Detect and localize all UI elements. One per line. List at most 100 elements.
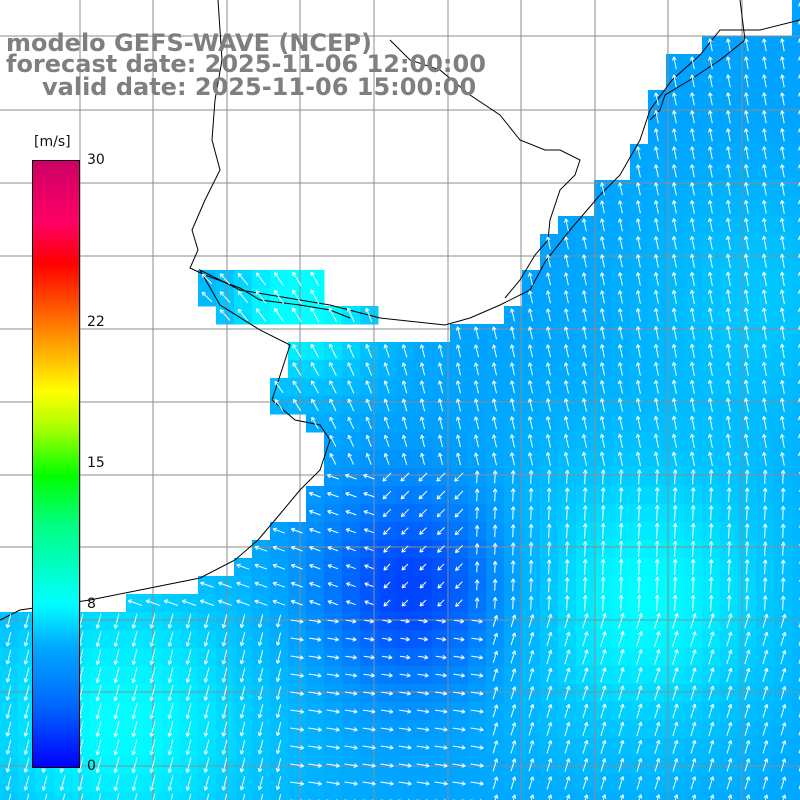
wind-arrow-595 bbox=[600, 558, 606, 575]
wind-arrow-680 bbox=[23, 613, 30, 629]
wind-arrow-303 bbox=[527, 380, 533, 394]
wind-arrow-510 bbox=[744, 505, 750, 521]
wind-arrow-611 bbox=[272, 581, 286, 588]
wind-arrow-608 bbox=[218, 581, 232, 588]
wind-arrow-1059 bbox=[362, 763, 376, 768]
wind-arrow-1052 bbox=[239, 757, 246, 773]
wind-arrow-177 bbox=[671, 289, 677, 304]
wind-arrow-462 bbox=[382, 490, 392, 500]
wind-arrow-1004 bbox=[185, 739, 192, 755]
wind-arrow-898 bbox=[708, 685, 715, 701]
wind-arrow-923 bbox=[344, 709, 358, 714]
wind-arrow-840 bbox=[470, 673, 484, 678]
wind-arrow-1137 bbox=[152, 793, 156, 800]
wind-arrow-144 bbox=[292, 271, 302, 287]
wind-arrow-522 bbox=[419, 527, 427, 535]
wind-arrow-179 bbox=[707, 289, 713, 305]
wind-arrow-671 bbox=[672, 594, 678, 612]
wind-arrow-811 bbox=[762, 649, 769, 664]
wind-arrow-5 bbox=[762, 38, 767, 52]
wind-arrow-272 bbox=[509, 362, 515, 376]
wind-arrow-183 bbox=[779, 289, 785, 305]
wind-arrow-617 bbox=[383, 581, 391, 589]
wind-arrow-835 bbox=[381, 673, 393, 678]
wind-arrow-1111 bbox=[492, 776, 499, 790]
wind-arrow-867 bbox=[149, 685, 156, 702]
wind-cell-15 bbox=[792, 54, 800, 73]
wind-arrow-309 bbox=[635, 379, 641, 394]
wind-arrow-629 bbox=[600, 576, 606, 593]
wind-arrow-355 bbox=[419, 416, 426, 430]
wind-arrow-500 bbox=[564, 505, 570, 521]
wind-arrow-846 bbox=[582, 667, 589, 683]
wind-cell-1148 bbox=[342, 792, 361, 800]
wind-arrow-946 bbox=[762, 704, 769, 718]
wind-arrow-572 bbox=[762, 541, 768, 557]
wind-cell-1143 bbox=[252, 792, 271, 800]
wind-arrow-822 bbox=[149, 667, 156, 684]
wind-arrow-967 bbox=[326, 727, 340, 732]
wind-arrow-1104 bbox=[362, 781, 376, 786]
wind-arrow-648 bbox=[254, 599, 268, 606]
wind-arrow-732 bbox=[149, 631, 156, 647]
wind-arrow-697 bbox=[327, 619, 339, 624]
wind-arrow-691 bbox=[221, 613, 228, 629]
wind-arrow-153 bbox=[653, 272, 659, 286]
wind-arrow-416 bbox=[545, 451, 551, 466]
wind-arrow-1165 bbox=[655, 794, 661, 800]
wind-arrow-141 bbox=[237, 272, 249, 286]
wind-arrow-963 bbox=[257, 721, 264, 737]
wind-arrow-761 bbox=[672, 631, 679, 647]
wind-arrow-1043 bbox=[77, 757, 84, 774]
wind-arrow-714 bbox=[636, 612, 643, 629]
wind-arrow-54 bbox=[690, 146, 695, 160]
wind-arrow-1012 bbox=[326, 745, 340, 750]
wind-arrow-444 bbox=[564, 469, 570, 485]
wind-arrow-527 bbox=[510, 524, 516, 538]
wind-arrow-224 bbox=[689, 325, 695, 340]
wind-arrow-1114 bbox=[546, 776, 553, 790]
wind-arrow-729 bbox=[95, 631, 102, 647]
wind-arrow-424 bbox=[689, 451, 695, 467]
wind-arrow-440 bbox=[492, 470, 498, 484]
wind-cell-678 bbox=[792, 594, 800, 613]
wind-arrow-883 bbox=[435, 691, 448, 696]
wind-arrow-320 bbox=[292, 398, 302, 412]
wind-arrow-707 bbox=[510, 614, 517, 628]
wind-arrow-260 bbox=[292, 362, 302, 376]
wind-arrow-1158 bbox=[529, 794, 535, 800]
wind-arrow-712 bbox=[600, 613, 607, 629]
wind-arrow-13 bbox=[762, 56, 767, 70]
wind-arrow-809 bbox=[726, 649, 733, 665]
wind-arrow-1163 bbox=[619, 794, 625, 800]
wind-arrow-547 bbox=[309, 545, 321, 552]
wind-arrow-352 bbox=[365, 416, 372, 430]
wind-arrow-140 bbox=[219, 273, 231, 285]
wind-arrow-766 bbox=[762, 631, 769, 647]
wind-arrow-1049 bbox=[185, 757, 192, 773]
wind-arrow-265 bbox=[383, 362, 390, 376]
wind-arrow-469 bbox=[510, 488, 516, 502]
wind-arrow-190 bbox=[310, 307, 320, 323]
wind-arrow-987 bbox=[690, 721, 697, 736]
wind-arrow-539 bbox=[726, 523, 732, 539]
wind-arrow-748 bbox=[436, 636, 447, 642]
wind-arrow-551 bbox=[383, 545, 391, 553]
wind-arrow-738 bbox=[257, 632, 264, 647]
wind-arrow-580 bbox=[327, 564, 339, 570]
wind-arrow-116 bbox=[671, 235, 677, 250]
wind-arrow-570 bbox=[726, 541, 732, 557]
wind-arrow-621 bbox=[455, 581, 463, 589]
wind-arrow-788 bbox=[345, 655, 357, 660]
wind-arrow-359 bbox=[491, 416, 497, 430]
country-border-east bbox=[389, 39, 581, 299]
wind-arrow-327 bbox=[419, 398, 426, 412]
wind-arrow-124 bbox=[546, 254, 551, 268]
wind-arrow-529 bbox=[546, 523, 552, 539]
wind-arrow-477 bbox=[654, 487, 660, 503]
wind-arrow-802 bbox=[600, 649, 607, 665]
wind-arrow-985 bbox=[654, 721, 661, 737]
wind-arrow-764 bbox=[726, 631, 733, 647]
wind-arrow-468 bbox=[492, 488, 498, 502]
